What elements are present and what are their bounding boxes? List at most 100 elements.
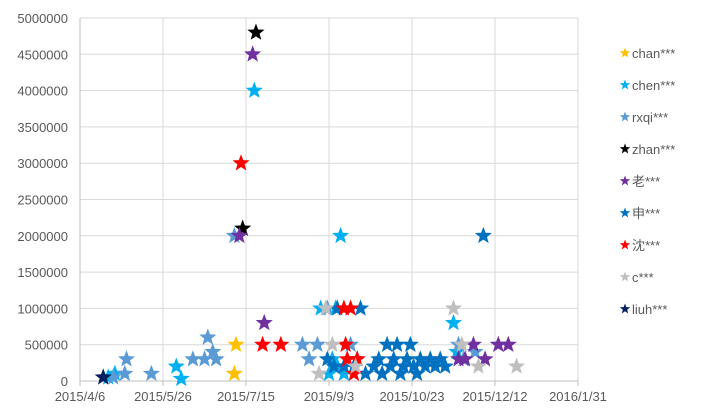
- data-point: [436, 357, 454, 374]
- series-老***: [230, 45, 517, 367]
- data-point: [347, 357, 365, 374]
- data-point: [94, 368, 112, 385]
- legend-marker: [619, 175, 631, 186]
- data-point: [395, 357, 413, 374]
- legend-entry: chen***: [619, 78, 675, 93]
- data-point: [449, 350, 468, 367]
- legend-marker: [619, 239, 631, 250]
- legend-entry: rxqi***: [619, 110, 668, 125]
- y-tick-label: 5000000: [17, 11, 68, 26]
- data-point: [225, 364, 243, 382]
- y-tick-label: 4500000: [17, 47, 68, 62]
- data-point: [232, 154, 250, 171]
- data-point: [325, 357, 343, 374]
- legend-label: rxqi***: [632, 110, 668, 125]
- data-point: [300, 350, 318, 367]
- y-tick-label: 1500000: [17, 265, 68, 280]
- data-point: [167, 357, 185, 374]
- data-point: [308, 335, 326, 352]
- data-point: [337, 335, 355, 352]
- y-tick-label: 3500000: [17, 120, 68, 135]
- legend-label: 老***: [632, 174, 660, 189]
- legend-label: 沈***: [632, 238, 660, 253]
- data-point: [373, 364, 391, 382]
- data-point: [272, 335, 290, 352]
- data-point: [328, 299, 346, 316]
- data-point: [469, 357, 487, 374]
- series-liuh***: [94, 368, 112, 385]
- data-point: [453, 335, 471, 352]
- y-tick-label: 2000000: [17, 229, 68, 244]
- data-point: [335, 357, 353, 374]
- legend-label: zhan***: [632, 142, 675, 157]
- data-point: [255, 313, 273, 331]
- series-沈***: [232, 154, 366, 382]
- legend-marker: [619, 271, 631, 282]
- data-point: [245, 81, 263, 98]
- data-point: [370, 350, 388, 367]
- legend-entry: 老***: [619, 174, 660, 189]
- data-point: [421, 350, 439, 367]
- data-point: [207, 350, 225, 367]
- x-tick-label: 2016/1/31: [549, 389, 607, 404]
- data-point: [378, 335, 396, 352]
- x-tick-labels: 2015/4/6 2015/5/26 2015/7/15 2015/9/3 2015/1…: [55, 389, 607, 404]
- data-point: [332, 226, 350, 244]
- data-point: [342, 299, 360, 316]
- data-point: [411, 350, 429, 367]
- data-point: [199, 328, 217, 345]
- legend-entry: chan***: [619, 46, 675, 61]
- data-point: [508, 357, 526, 374]
- legend-entry: 沈***: [619, 238, 660, 253]
- data-point: [499, 335, 517, 352]
- legend-entry: zhan***: [619, 142, 675, 157]
- data-point: [104, 368, 122, 385]
- data-point: [345, 364, 363, 382]
- data-point: [385, 350, 403, 367]
- data-point: [310, 364, 328, 382]
- y-tick-label: 1000000: [17, 301, 68, 316]
- data-point: [116, 364, 134, 382]
- legend-label: c***: [632, 270, 654, 285]
- data-point: [405, 357, 423, 374]
- data-point: [323, 335, 341, 352]
- data-point: [466, 342, 484, 360]
- data-point: [234, 219, 252, 236]
- y-tick-label: 500000: [25, 338, 68, 353]
- legend-entry: liuh***: [619, 302, 667, 317]
- data-points: [94, 23, 526, 387]
- legend-marker: [619, 143, 631, 154]
- data-point: [247, 23, 265, 40]
- data-point: [476, 350, 494, 367]
- series-zhan***: [234, 23, 265, 236]
- legend-label: chen***: [632, 78, 675, 93]
- data-point: [474, 226, 492, 244]
- data-point: [254, 335, 272, 352]
- series-chan***: [225, 335, 245, 382]
- x-tick-label: 2015/7/15: [217, 389, 275, 404]
- gridlines: [80, 17, 579, 381]
- data-point: [204, 342, 222, 360]
- x-tick-label: 2015/5/26: [134, 389, 192, 404]
- y-tick-label: 3000000: [17, 156, 68, 171]
- x-tick-label: 2015/4/6: [55, 389, 106, 404]
- data-point: [464, 335, 482, 352]
- y-tick-labels: 0 500000 1000000 1500000 2000000 2500000 30000…: [17, 11, 68, 389]
- legend-marker: [619, 303, 631, 314]
- y-tick-label: 2500000: [17, 193, 68, 208]
- x-tick-label: 2015/12/12: [462, 389, 527, 404]
- data-point: [388, 335, 406, 352]
- legend-marker: [619, 207, 631, 218]
- data-point: [351, 299, 370, 316]
- data-point: [244, 45, 262, 62]
- data-point: [142, 364, 160, 382]
- legend-marker: [619, 79, 631, 90]
- data-point: [401, 335, 419, 352]
- data-point: [444, 299, 463, 316]
- y-tick-label: 4000000: [17, 84, 68, 99]
- data-point: [172, 369, 190, 387]
- legend-entry: 申***: [619, 206, 660, 221]
- legend: chan*** chen*** rxqi*** zhan*** 老*** 申*** 沈***…: [619, 46, 675, 317]
- data-point: [356, 364, 375, 382]
